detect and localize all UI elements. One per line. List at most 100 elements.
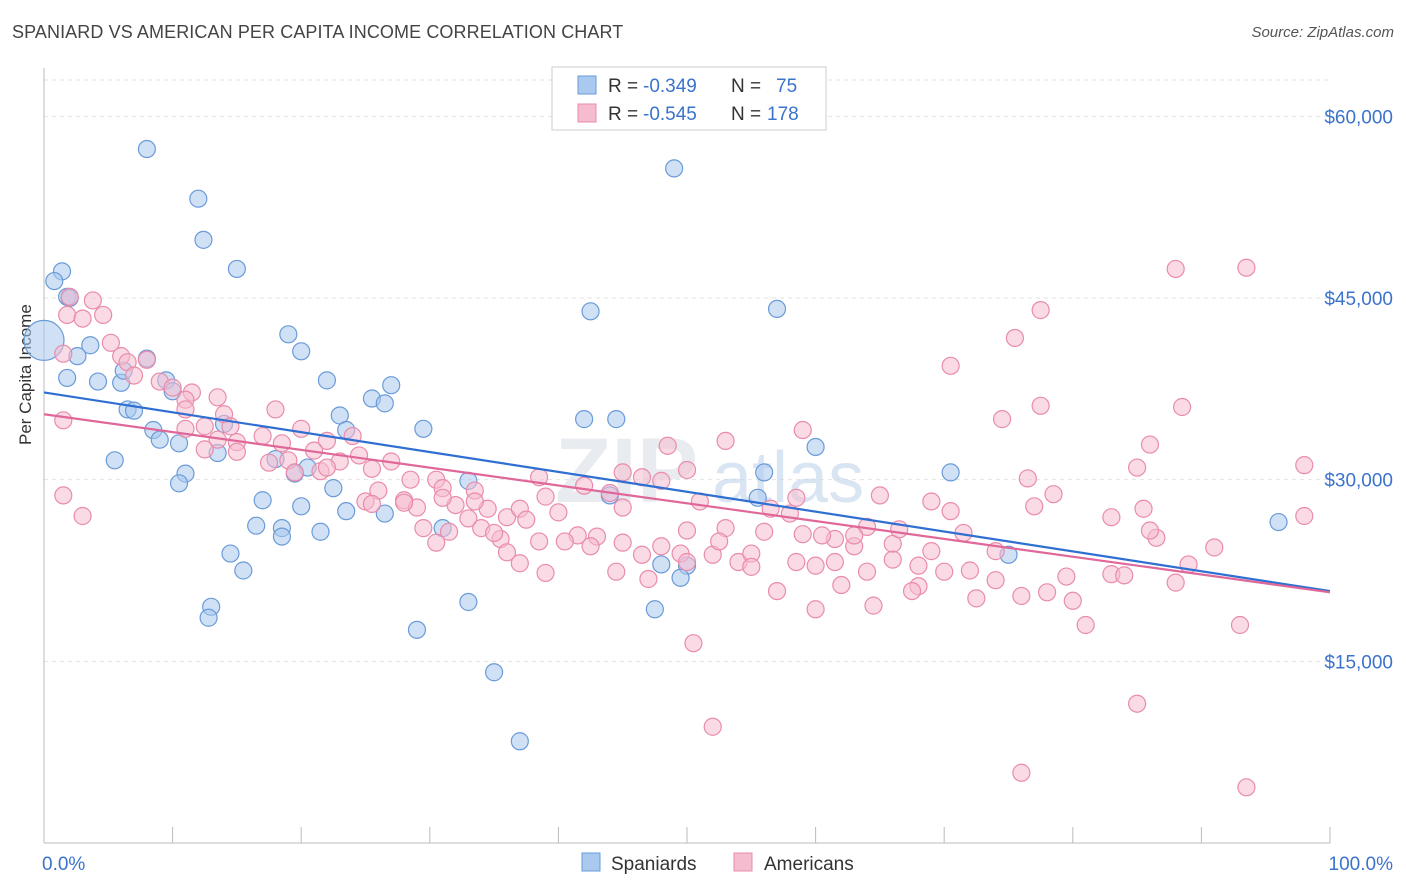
- data-point: [253, 491, 272, 510]
- data-point: [581, 302, 600, 321]
- y-tick-label: $15,000: [1324, 652, 1393, 673]
- data-point: [266, 400, 285, 419]
- data-point: [1057, 567, 1076, 586]
- data-point: [652, 537, 671, 556]
- data-point: [362, 494, 382, 513]
- data-point: [58, 305, 77, 325]
- data-point: [935, 562, 954, 581]
- data-point: [922, 492, 941, 511]
- data-point: [1025, 497, 1044, 516]
- data-point: [227, 259, 246, 279]
- data-point: [607, 562, 626, 581]
- data-point: [1237, 778, 1256, 797]
- data-point: [234, 561, 253, 580]
- data-point: [394, 493, 414, 512]
- data-point: [54, 486, 73, 505]
- y-tick-label: $45,000: [1324, 289, 1393, 310]
- data-point: [832, 575, 851, 595]
- data-point: [81, 336, 100, 355]
- data-point: [375, 504, 394, 523]
- data-point: [279, 325, 298, 344]
- series-americans: [54, 258, 1314, 797]
- legend-r-label: R =: [608, 104, 638, 125]
- legend-r-label: R =: [608, 76, 638, 97]
- data-point: [485, 663, 504, 682]
- stats-legend: R = -0.349 N = 75 R = -0.545 N = 178: [551, 66, 827, 131]
- data-point: [54, 344, 73, 363]
- legend-r-value: -0.545: [643, 104, 697, 125]
- data-point: [427, 533, 446, 552]
- data-point: [575, 476, 594, 495]
- data-point: [767, 581, 787, 601]
- data-point: [677, 521, 697, 540]
- data-point: [105, 451, 124, 470]
- data-point: [137, 139, 156, 159]
- data-point: [414, 419, 433, 438]
- data-point: [793, 420, 812, 440]
- data-point: [1295, 456, 1314, 475]
- data-point: [1230, 615, 1250, 635]
- data-point: [845, 526, 864, 545]
- data-point: [163, 378, 182, 397]
- data-point: [362, 459, 382, 478]
- data-point: [806, 437, 825, 457]
- data-point: [883, 550, 902, 569]
- data-point: [253, 426, 272, 446]
- data-point: [992, 410, 1012, 429]
- data-point: [575, 410, 594, 429]
- data-point: [1205, 538, 1224, 557]
- data-point: [169, 474, 189, 493]
- legend-americans-label: Americans: [764, 854, 854, 875]
- data-point: [1127, 694, 1147, 713]
- data-point: [806, 556, 825, 575]
- legend-spaniards-label: Spaniards: [611, 854, 697, 875]
- source-credit: Source: ZipAtlas.com: [1251, 24, 1394, 41]
- data-point: [195, 440, 214, 459]
- legend-swatch-spaniards: [577, 75, 597, 95]
- data-point: [1115, 566, 1134, 585]
- data-point: [292, 497, 311, 516]
- data-point: [1102, 508, 1121, 527]
- data-point: [1037, 583, 1057, 602]
- data-point: [1012, 763, 1031, 782]
- data-point: [536, 563, 555, 583]
- x-tick-label-min: 0.0%: [42, 854, 85, 875]
- legend-r-value: -0.349: [643, 76, 697, 97]
- data-point: [1012, 586, 1031, 606]
- data-point: [639, 569, 658, 589]
- data-point: [324, 479, 343, 498]
- data-point: [227, 442, 246, 461]
- data-point: [1005, 328, 1025, 348]
- data-point: [194, 230, 213, 249]
- data-point: [1063, 591, 1082, 610]
- data-point: [864, 596, 883, 615]
- legend-swatch-americans: [733, 852, 753, 872]
- data-point: [1140, 435, 1160, 454]
- data-point: [536, 487, 555, 506]
- data-point: [555, 532, 574, 551]
- data-point: [510, 554, 529, 573]
- data-point: [825, 552, 844, 572]
- data-point: [459, 592, 478, 612]
- data-point: [1140, 521, 1160, 540]
- data-point: [787, 488, 806, 507]
- data-point: [710, 532, 729, 551]
- data-point: [349, 446, 369, 465]
- data-point: [703, 717, 722, 736]
- data-point: [922, 542, 941, 561]
- data-point: [292, 342, 311, 361]
- data-point: [742, 557, 761, 576]
- data-point: [1018, 469, 1037, 488]
- data-point: [1166, 259, 1185, 279]
- data-point: [317, 458, 337, 477]
- axes: [43, 68, 1331, 844]
- data-point: [311, 522, 330, 541]
- data-point: [1031, 396, 1050, 415]
- legend-n-value: 178: [767, 104, 799, 125]
- data-point: [497, 508, 517, 527]
- data-point: [382, 376, 401, 395]
- data-point: [137, 350, 156, 369]
- data-point: [150, 430, 169, 449]
- data-point: [407, 620, 427, 639]
- data-point: [1269, 512, 1288, 532]
